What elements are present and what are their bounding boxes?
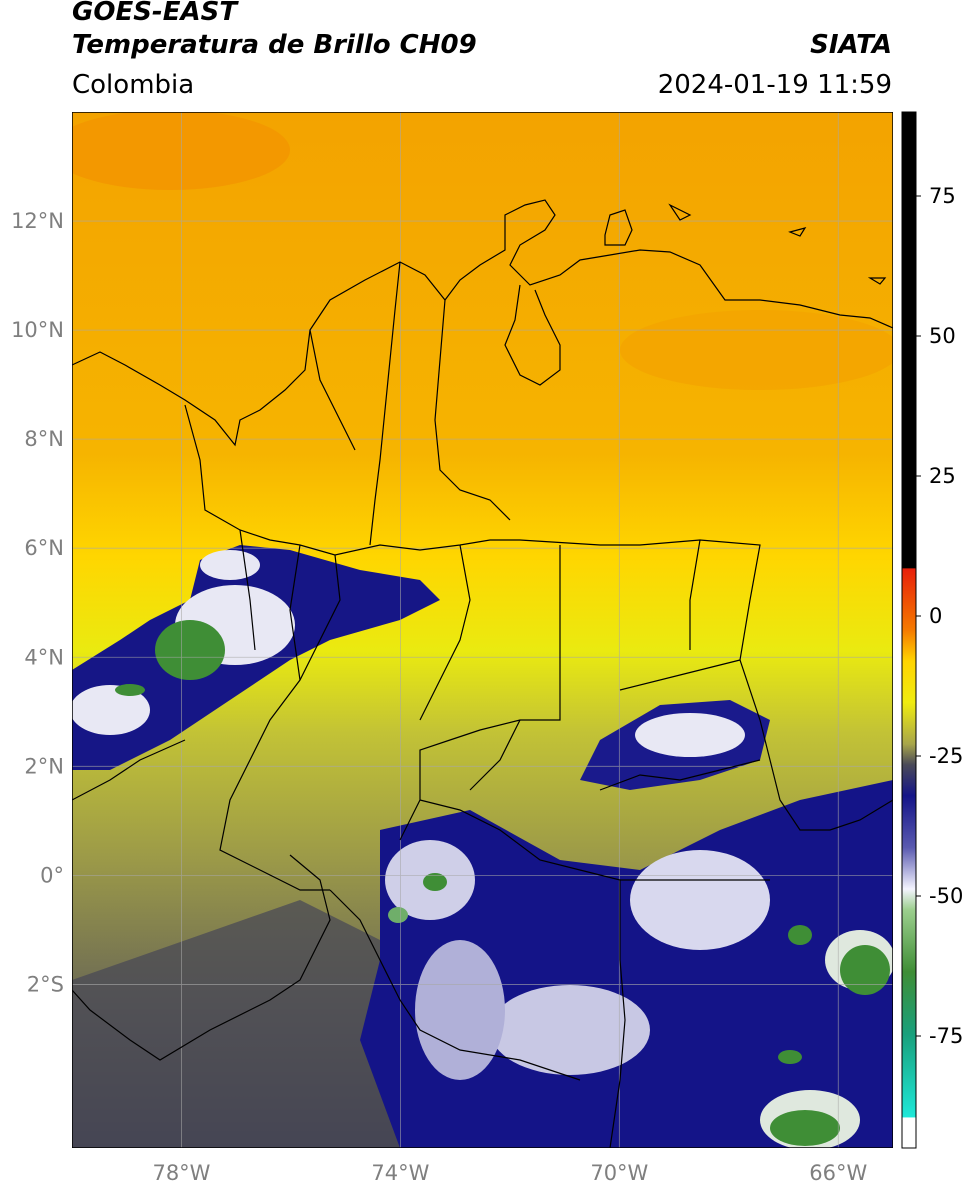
coldest-top — [423, 873, 447, 891]
coldest-top — [115, 684, 145, 696]
latitude-label: 4°N — [24, 645, 64, 669]
region-label: Colombia — [72, 70, 195, 100]
colorbar-label: -50 — [929, 884, 963, 908]
longitude-labels: 78°W 74°W 70°W 66°W — [152, 1161, 867, 1185]
colorbar-label: 0 — [929, 604, 942, 628]
colorbar-label: 75 — [929, 184, 956, 208]
latitude-label: 12°N — [11, 209, 64, 233]
coldest-top — [840, 945, 890, 995]
latitude-label: 2°S — [27, 972, 64, 996]
coldest-top — [388, 907, 408, 923]
graticule — [72, 112, 893, 1148]
longitude-label: 70°W — [590, 1161, 648, 1185]
cold-top — [635, 713, 745, 757]
coastlines-borders — [72, 199, 893, 1148]
latitude-label: 0° — [40, 863, 64, 887]
colorbar-label: 25 — [929, 464, 956, 488]
colorbar-label: 50 — [929, 324, 956, 348]
product-title: Temperatura de Brillo CH09 — [72, 30, 477, 60]
warm-patch — [72, 112, 290, 190]
cold-top — [200, 550, 260, 580]
agency-label: SIATA — [810, 30, 892, 60]
latitude-label: 8°N — [24, 427, 64, 451]
coldest-top — [155, 620, 225, 680]
colorbar-label: -25 — [929, 744, 963, 768]
satellite-title: GOES-EAST — [72, 0, 238, 27]
longitude-label: 74°W — [371, 1161, 429, 1185]
colorbar-label: -75 — [929, 1024, 963, 1048]
colorbar-labels: 75 50 25 0 -25 -50 -75 — [916, 184, 963, 1048]
longitude-label: 78°W — [152, 1161, 210, 1185]
cold-top — [490, 985, 650, 1075]
colorbar — [901, 111, 917, 1149]
latitude-label: 2°N — [24, 754, 64, 778]
dry-air-region — [72, 900, 420, 1148]
cold-top — [630, 850, 770, 950]
latitude-label: 10°N — [11, 318, 64, 342]
coldest-top — [778, 1050, 802, 1064]
latitude-labels: 12°N 10°N 8°N 6°N 4°N 2°N 0° 2°S — [11, 209, 64, 996]
cold-top — [415, 940, 505, 1080]
longitude-label: 66°W — [809, 1161, 867, 1185]
cold-top — [72, 685, 150, 735]
latitude-label: 6°N — [24, 536, 64, 560]
datetime-label: 2024-01-19 11:59 — [657, 70, 892, 100]
coldest-top — [788, 925, 812, 945]
warm-patch — [620, 310, 893, 390]
coldest-top — [770, 1110, 840, 1146]
